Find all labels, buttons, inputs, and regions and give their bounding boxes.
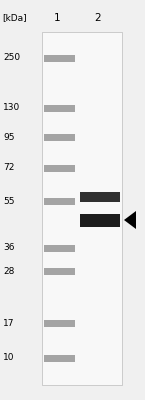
- Bar: [44, 54, 75, 62]
- Text: 130: 130: [3, 104, 20, 112]
- Text: 72: 72: [3, 164, 14, 172]
- Text: 2: 2: [95, 13, 101, 23]
- Text: 17: 17: [3, 318, 14, 328]
- Bar: [42, 32, 122, 385]
- Text: 250: 250: [3, 54, 20, 62]
- Bar: [80, 192, 120, 202]
- Text: 10: 10: [3, 354, 14, 362]
- Text: 55: 55: [3, 196, 14, 206]
- Bar: [44, 164, 75, 172]
- Bar: [44, 134, 75, 140]
- Text: 1: 1: [54, 13, 60, 23]
- Bar: [44, 104, 75, 112]
- Text: 36: 36: [3, 244, 14, 252]
- Bar: [44, 354, 75, 362]
- Polygon shape: [124, 211, 136, 229]
- Bar: [80, 214, 120, 226]
- Bar: [44, 198, 75, 204]
- Bar: [44, 244, 75, 252]
- Text: 28: 28: [3, 266, 14, 276]
- Bar: [44, 320, 75, 326]
- Text: [kDa]: [kDa]: [2, 14, 27, 22]
- Text: 95: 95: [3, 132, 14, 142]
- Bar: [44, 268, 75, 274]
